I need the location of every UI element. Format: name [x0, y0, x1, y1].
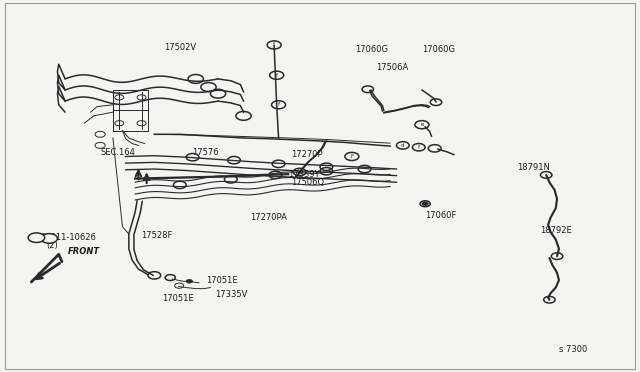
Text: 17270PA: 17270PA: [250, 213, 287, 222]
Text: f: f: [278, 102, 280, 107]
Text: 18792E: 18792E: [540, 226, 572, 235]
Text: b: b: [298, 170, 301, 174]
Circle shape: [41, 234, 58, 243]
Text: 17051E: 17051E: [162, 294, 193, 303]
Text: f: f: [273, 42, 275, 48]
Text: d: d: [401, 143, 404, 148]
Text: 17506Q: 17506Q: [291, 178, 324, 187]
Text: 18791N: 18791N: [518, 163, 550, 172]
Text: 17060G: 17060G: [355, 45, 388, 54]
Text: N: N: [47, 236, 52, 241]
Text: f: f: [276, 73, 278, 78]
Text: 08911-10626: 08911-10626: [41, 233, 97, 242]
Text: FRONT: FRONT: [68, 247, 100, 256]
Text: 17339Y: 17339Y: [288, 170, 320, 179]
Text: 17502V: 17502V: [164, 43, 196, 52]
Text: s 7300: s 7300: [559, 345, 588, 354]
Circle shape: [422, 202, 428, 206]
Circle shape: [28, 233, 45, 243]
Text: 17576: 17576: [193, 148, 219, 157]
Text: 17506A: 17506A: [376, 63, 408, 72]
Text: 17060G: 17060G: [422, 45, 455, 54]
Text: e: e: [420, 122, 424, 127]
Text: SEC.164: SEC.164: [100, 148, 135, 157]
Text: (2): (2): [46, 241, 58, 250]
Text: f: f: [418, 145, 420, 150]
Text: 17051E: 17051E: [207, 276, 238, 285]
Text: F: F: [350, 154, 353, 159]
Text: 17270P: 17270P: [291, 150, 323, 159]
Text: 17528F: 17528F: [141, 231, 173, 240]
Text: 17060F: 17060F: [425, 211, 456, 220]
Text: 17335V: 17335V: [216, 291, 248, 299]
Text: N: N: [34, 235, 39, 240]
Circle shape: [186, 279, 193, 283]
